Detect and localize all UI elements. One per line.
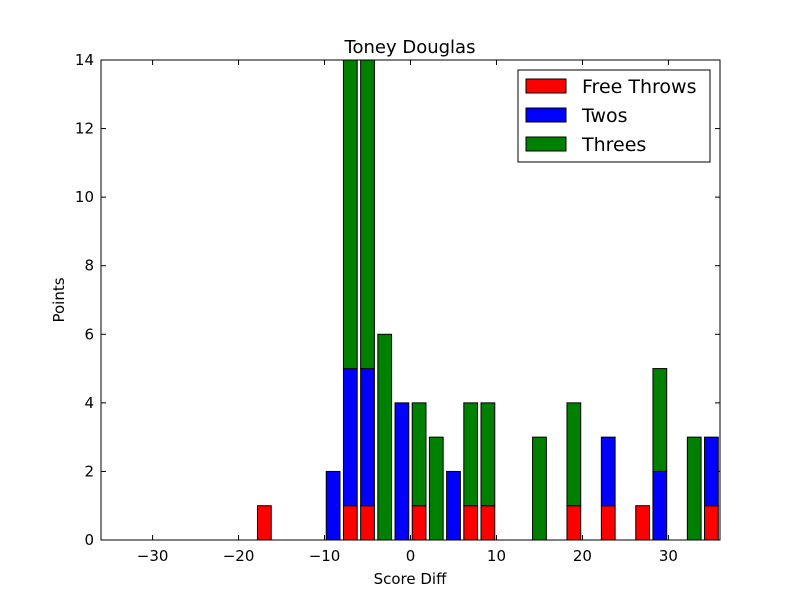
- bar-free-throws-21: [463, 505, 479, 541]
- x-tick-label-2: −10: [309, 547, 341, 565]
- y-tick-label-6: 12: [75, 120, 94, 138]
- x-tick-label-0: −30: [137, 547, 169, 565]
- bar-free-throws-35: [704, 505, 719, 541]
- bar-twos-14: [342, 368, 358, 507]
- legend-swatch-1: [525, 107, 567, 123]
- x-tick-label-3: 0: [406, 547, 416, 565]
- bar-free-throws-15: [360, 505, 375, 541]
- bar-free-throws-14: [342, 505, 358, 541]
- bar-threes-25: [532, 436, 547, 541]
- bar-twos-15: [360, 368, 375, 507]
- x-tick-label-6: 30: [659, 547, 678, 565]
- bar-twos-29: [600, 436, 616, 507]
- bar-threes-34: [686, 436, 702, 541]
- y-tick-label-1: 2: [84, 462, 94, 480]
- bar-free-throws-27: [566, 505, 582, 541]
- legend-label-1: Twos: [581, 105, 628, 127]
- bar-threes-16: [377, 333, 393, 541]
- chart-title: Toney Douglas: [344, 37, 476, 58]
- legend-swatch-2: [525, 136, 567, 152]
- x-tick-label-5: 20: [573, 547, 592, 565]
- legend-label-0: Free Throws: [582, 76, 696, 98]
- bars-group: [256, 59, 719, 541]
- bar-free-throws-31: [635, 505, 651, 541]
- bar-free-throws-18: [411, 505, 427, 541]
- ticks-group: −30 −20 −10 0 10 20 30 0 2 4 6 8 10 12 14: [75, 51, 720, 565]
- bar-twos-17: [394, 402, 410, 541]
- bar-twos-32: [652, 470, 668, 541]
- bar-threes-32: [652, 368, 668, 472]
- plot-frame: [100, 59, 721, 541]
- bar-threes-27: [566, 402, 582, 507]
- y-tick-label-2: 4: [84, 394, 94, 412]
- y-tick-label-7: 14: [75, 51, 94, 69]
- legend: Free Throws Twos Threes: [517, 69, 711, 163]
- bar-threes-18: [411, 402, 427, 507]
- legend-swatch-0: [525, 78, 567, 94]
- bar-threes-21: [463, 402, 479, 507]
- bar-threes-22: [480, 402, 496, 507]
- bar-twos-20: [446, 470, 461, 541]
- bar-threes-14: [342, 59, 358, 370]
- y-tick-label-5: 10: [75, 188, 94, 206]
- legend-label-2: Threes: [581, 134, 646, 156]
- x-tick-label-1: −20: [223, 547, 255, 565]
- y-tick-label-4: 8: [84, 257, 94, 275]
- bar-free-throws-29: [600, 505, 616, 541]
- x-axis-label: Score Diff: [374, 570, 447, 588]
- x-tick-label-4: 10: [487, 547, 506, 565]
- y-axis-label: Points: [50, 277, 68, 322]
- bar-threes-15: [360, 59, 375, 370]
- bar-free-throws-22: [480, 505, 496, 541]
- bar-free-throws-9: [256, 505, 272, 541]
- y-tick-label-0: 0: [84, 531, 94, 549]
- y-tick-label-3: 6: [84, 325, 94, 343]
- bar-twos-13: [325, 470, 341, 541]
- bar-threes-19: [428, 436, 444, 541]
